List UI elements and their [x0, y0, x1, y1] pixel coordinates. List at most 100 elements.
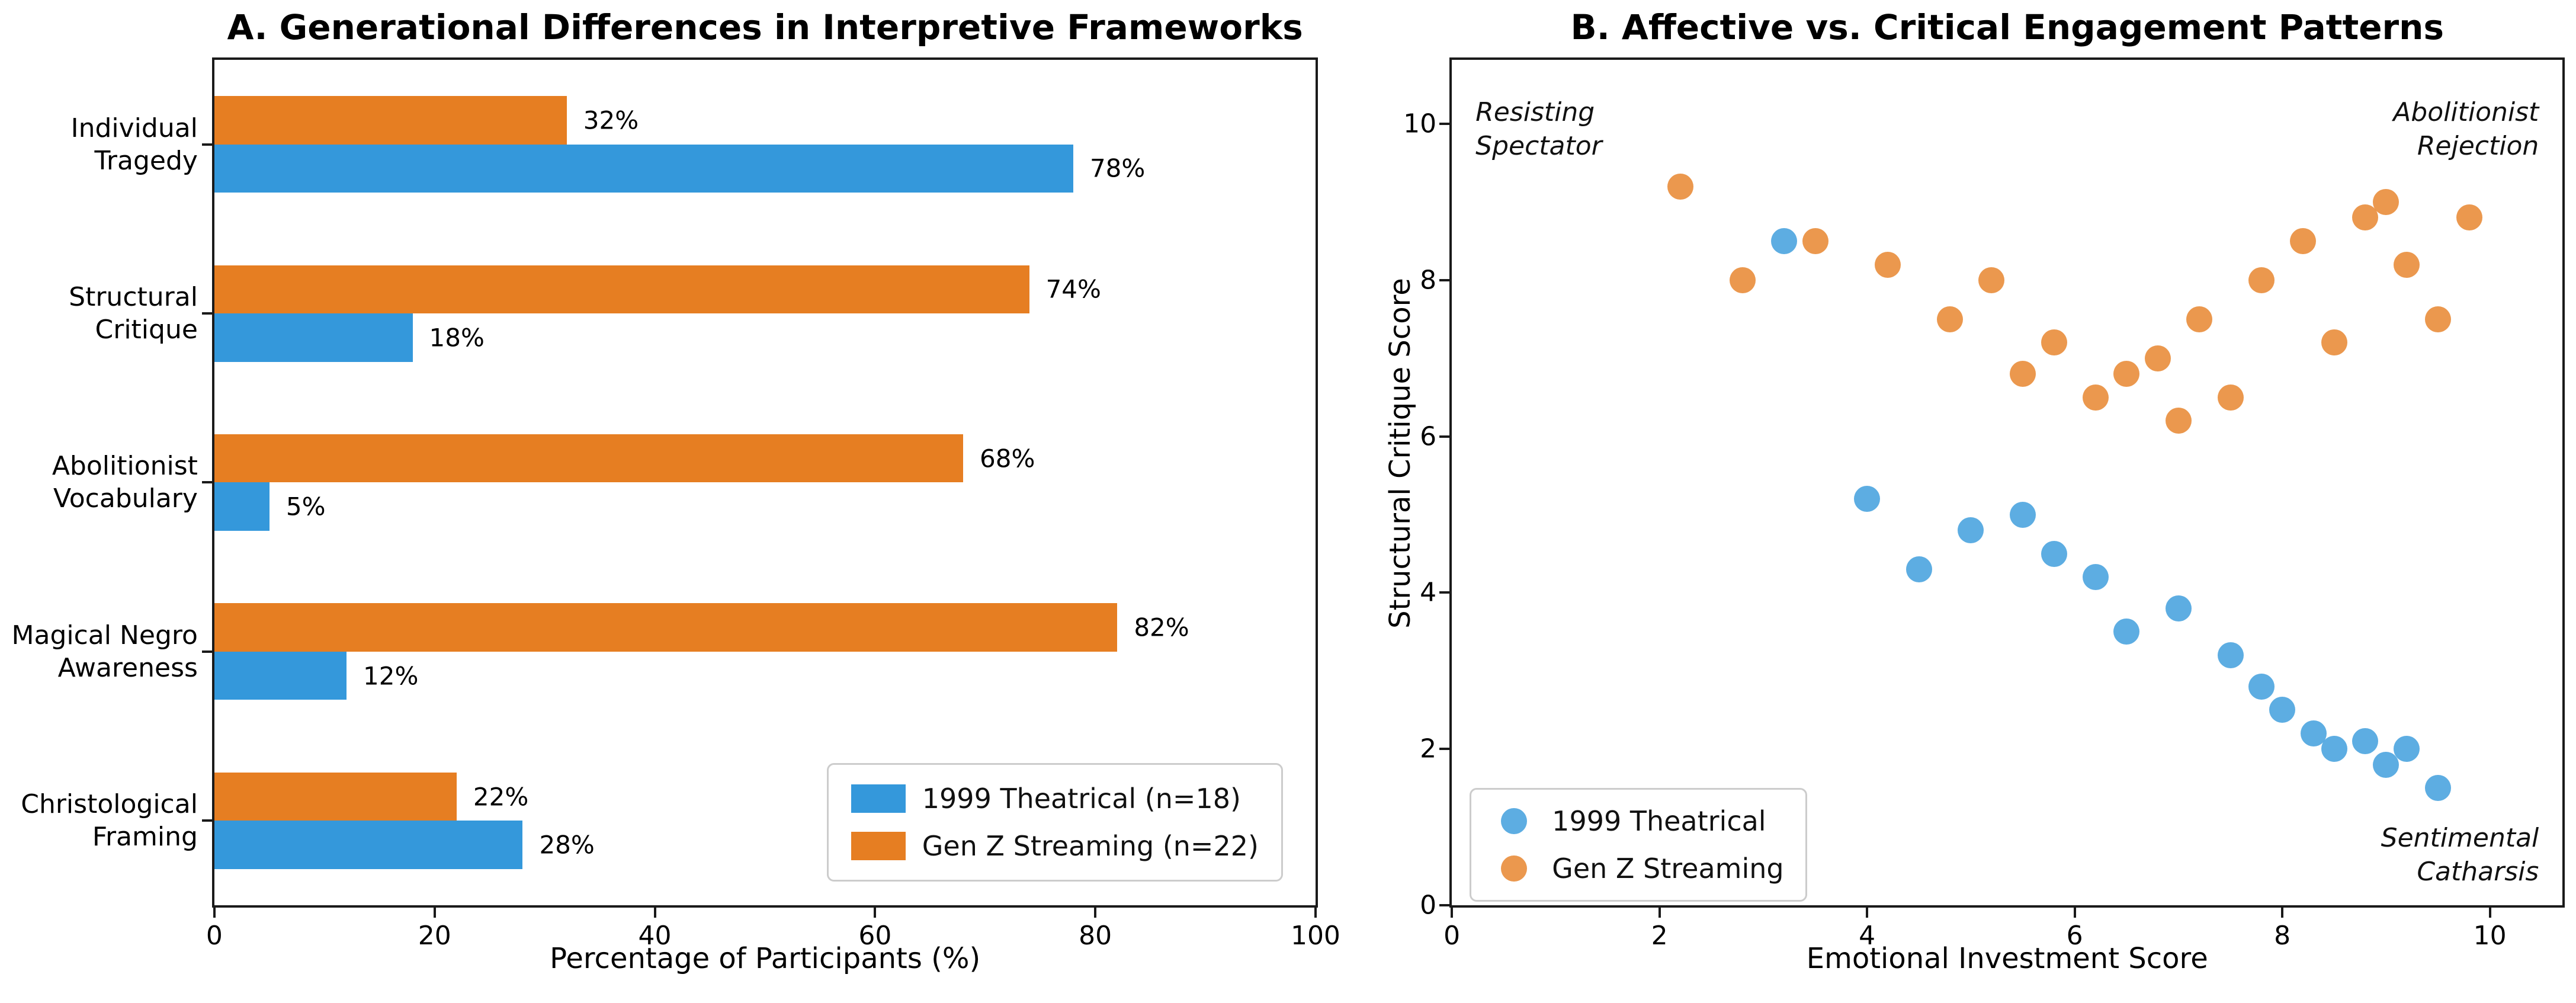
x-tick — [2073, 907, 2076, 918]
bar-genz-4 — [214, 772, 457, 821]
legend-item: Gen Z Streaming (n=22) — [851, 830, 1259, 862]
y-tick — [1439, 903, 1450, 906]
panel-b-yaxis-label: Structural Critique Score — [1383, 278, 1417, 629]
x-tick — [1094, 907, 1097, 918]
y-tick — [201, 312, 212, 315]
panel-a-legend: 1999 Theatrical (n=18) Gen Z Streaming (n… — [826, 762, 1283, 882]
category-label: Christological Framing — [21, 789, 198, 853]
bar-value-label: 78% — [1089, 153, 1146, 183]
scatter-point-genz — [2113, 361, 2140, 387]
x-tick — [1866, 907, 1869, 918]
scatter-point-1999 — [2082, 564, 2109, 591]
panel-b-legend: 1999 Theatrical Gen Z Streaming — [1470, 787, 1807, 902]
scatter-point-1999 — [2010, 501, 2036, 528]
category-label: Magical Negro Awareness — [11, 620, 198, 683]
scatter-point-1999 — [2248, 673, 2275, 700]
x-tick-label: 80 — [1079, 920, 1112, 951]
legend-swatch — [851, 784, 906, 813]
panel-b-xaxis-label: Emotional Investment Score — [1806, 941, 2208, 975]
bar-1999-1 — [214, 313, 413, 362]
category-label: Structural Critique — [69, 282, 198, 345]
y-tick-label: 8 — [1420, 265, 1437, 296]
scatter-point-genz — [2321, 329, 2347, 356]
scatter-point-genz — [2394, 251, 2420, 278]
scatter-point-genz — [2290, 227, 2317, 254]
x-tick — [213, 907, 216, 918]
y-tick — [1439, 278, 1450, 281]
x-tick-label: 8 — [2274, 920, 2291, 951]
bar-value-label: 5% — [285, 492, 326, 521]
x-tick-label: 0 — [1443, 920, 1461, 951]
scatter-point-1999 — [1905, 556, 1932, 582]
y-tick-label: 4 — [1420, 577, 1437, 608]
scatter-point-genz — [1978, 267, 2005, 293]
scatter-point-1999 — [2269, 697, 2296, 723]
x-tick — [2488, 907, 2491, 918]
scatter-point-genz — [2041, 329, 2067, 356]
legend-label: Gen Z Streaming — [1552, 852, 1784, 885]
scatter-point-1999 — [2300, 720, 2327, 746]
legend-marker-dot — [1501, 807, 1528, 834]
x-tick-label: 2 — [1651, 920, 1668, 951]
legend-label: Gen Z Streaming (n=22) — [922, 829, 1259, 862]
y-tick — [1439, 435, 1450, 438]
x-tick-label: 20 — [418, 920, 451, 951]
panel-a-axes: 32% 78% Individual Tragedy 74% 18% Structural C… — [12, 57, 1340, 951]
scatter-point-genz — [2165, 408, 2192, 434]
scatter-point-genz — [2186, 306, 2212, 332]
bar-genz-1 — [214, 265, 1029, 314]
legend-marker-dot — [1501, 855, 1528, 882]
x-tick-label: 6 — [2066, 920, 2083, 951]
scatter-point-genz — [1802, 227, 1828, 254]
x-tick — [1314, 907, 1317, 918]
scatter-point-genz — [1875, 251, 1901, 278]
bar-value-label: 74% — [1045, 274, 1101, 304]
scatter-point-1999 — [2041, 540, 2067, 567]
y-tick — [1439, 591, 1450, 594]
bar-1999-2 — [214, 482, 270, 531]
scatter-point-genz — [2352, 204, 2379, 231]
y-tick — [201, 819, 212, 822]
scatter-point-1999 — [2165, 595, 2192, 621]
bar-genz-3 — [214, 603, 1118, 652]
scatter-point-genz — [1667, 173, 1693, 200]
y-tick-label: 0 — [1420, 890, 1437, 921]
category-label: Abolitionist Vocabulary — [52, 451, 198, 514]
legend-swatch — [851, 831, 906, 860]
scatter-point-genz — [2456, 204, 2482, 231]
bar-value-label: 28% — [539, 830, 595, 860]
x-tick-label: 60 — [858, 920, 892, 951]
y-tick-label: 2 — [1420, 733, 1437, 764]
bar-value-label: 68% — [980, 444, 1035, 473]
bar-value-label: 18% — [429, 323, 485, 353]
x-tick — [1658, 907, 1661, 918]
scatter-point-1999 — [2113, 619, 2140, 645]
x-tick-label: 0 — [206, 920, 223, 951]
scatter-point-1999 — [1958, 517, 1984, 543]
scatter-point-genz — [2424, 306, 2451, 332]
scatter-point-genz — [2082, 384, 2109, 411]
x-tick — [433, 907, 436, 918]
annotation-top-left: Resisting Spectator — [1475, 97, 1602, 162]
panel-b-axes: 0 2 4 6 8 10 0 2 4 6 8 10 Resisting Spectator Abolitio… — [1403, 57, 2565, 951]
x-tick — [1451, 907, 1454, 918]
legend-item: 1999 Theatrical (n=18) — [851, 783, 1259, 815]
bar-genz-0 — [214, 96, 567, 145]
scatter-point-genz — [1729, 267, 1756, 293]
legend-item: Gen Z Streaming — [1493, 852, 1784, 885]
y-tick-label: 10 — [1403, 108, 1437, 139]
y-tick-label: 6 — [1420, 421, 1437, 452]
scatter-point-genz — [2373, 189, 2399, 216]
x-tick-label: 100 — [1290, 920, 1340, 951]
panel-a-title: A. Generational Differences in Interpret… — [227, 7, 1303, 47]
x-tick-label: 4 — [1859, 920, 1876, 951]
y-tick — [1439, 748, 1450, 751]
bar-value-label: 22% — [473, 782, 529, 812]
scatter-point-1999 — [2424, 775, 2451, 802]
bar-1999-3 — [214, 651, 347, 700]
category-label: Individual Tragedy — [70, 113, 198, 176]
legend-label: 1999 Theatrical — [1552, 805, 1766, 837]
scatter-point-genz — [2010, 361, 2036, 387]
x-tick-label: 10 — [2473, 920, 2507, 951]
